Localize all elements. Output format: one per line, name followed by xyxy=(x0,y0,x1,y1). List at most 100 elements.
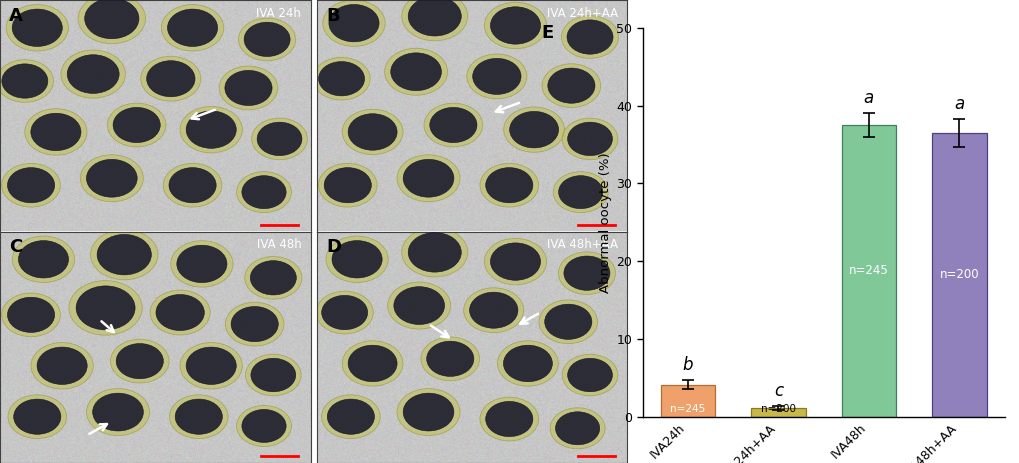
Circle shape xyxy=(78,0,146,44)
Bar xyxy=(750,408,805,417)
Circle shape xyxy=(408,232,461,272)
Circle shape xyxy=(347,114,396,150)
Circle shape xyxy=(408,0,461,36)
Circle shape xyxy=(242,409,286,443)
Circle shape xyxy=(12,9,62,46)
Circle shape xyxy=(561,118,618,160)
Circle shape xyxy=(113,107,160,143)
Text: IVA 48h+AA: IVA 48h+AA xyxy=(546,238,618,251)
Circle shape xyxy=(87,159,137,197)
Circle shape xyxy=(538,300,597,344)
Circle shape xyxy=(257,122,302,156)
Circle shape xyxy=(69,281,142,335)
Circle shape xyxy=(0,60,53,102)
Circle shape xyxy=(242,175,286,209)
Text: a: a xyxy=(863,89,873,107)
Text: n=245: n=245 xyxy=(669,404,705,414)
Circle shape xyxy=(558,175,602,209)
Circle shape xyxy=(175,399,222,434)
Circle shape xyxy=(403,393,453,431)
Circle shape xyxy=(110,339,169,383)
Circle shape xyxy=(464,288,524,332)
Text: n=200: n=200 xyxy=(760,404,795,414)
Circle shape xyxy=(219,66,277,110)
Circle shape xyxy=(150,290,210,335)
Circle shape xyxy=(224,70,272,106)
Circle shape xyxy=(384,48,447,95)
Circle shape xyxy=(85,0,139,39)
Circle shape xyxy=(426,341,474,376)
Circle shape xyxy=(76,286,135,330)
Circle shape xyxy=(347,345,396,382)
Circle shape xyxy=(2,64,48,98)
Circle shape xyxy=(503,107,564,152)
Circle shape xyxy=(480,397,538,441)
Circle shape xyxy=(341,341,403,386)
Circle shape xyxy=(7,168,55,203)
Circle shape xyxy=(87,388,150,436)
Circle shape xyxy=(141,56,201,101)
Circle shape xyxy=(485,401,532,437)
Circle shape xyxy=(341,109,403,155)
Circle shape xyxy=(401,0,468,41)
Circle shape xyxy=(326,236,388,282)
Circle shape xyxy=(163,163,222,207)
Circle shape xyxy=(503,345,552,382)
Circle shape xyxy=(313,57,370,100)
Circle shape xyxy=(93,393,144,431)
Y-axis label: Abnormal oocyte (%): Abnormal oocyte (%) xyxy=(598,152,611,293)
Circle shape xyxy=(81,155,144,202)
Text: IVA 24h: IVA 24h xyxy=(256,7,301,20)
Circle shape xyxy=(549,408,604,449)
Text: b: b xyxy=(682,356,693,374)
Circle shape xyxy=(250,261,297,295)
Circle shape xyxy=(429,107,477,143)
Circle shape xyxy=(31,113,81,150)
Circle shape xyxy=(497,341,557,386)
Circle shape xyxy=(321,295,367,330)
Circle shape xyxy=(156,294,204,331)
Circle shape xyxy=(8,395,66,438)
Circle shape xyxy=(6,5,68,51)
Circle shape xyxy=(170,241,232,287)
Text: IVA 48h: IVA 48h xyxy=(256,238,301,251)
Circle shape xyxy=(13,399,61,434)
Circle shape xyxy=(244,22,289,56)
Bar xyxy=(841,125,896,417)
Circle shape xyxy=(169,168,216,203)
Circle shape xyxy=(185,111,236,148)
Circle shape xyxy=(7,297,55,332)
Circle shape xyxy=(484,238,546,285)
Circle shape xyxy=(245,257,302,299)
Circle shape xyxy=(318,62,364,96)
Circle shape xyxy=(490,7,540,44)
Circle shape xyxy=(97,234,151,275)
Circle shape xyxy=(396,155,460,202)
Circle shape xyxy=(180,343,243,389)
Circle shape xyxy=(331,241,382,278)
Circle shape xyxy=(421,337,479,381)
Text: E: E xyxy=(541,24,553,42)
Circle shape xyxy=(176,245,227,282)
Circle shape xyxy=(225,302,283,346)
Text: n=245: n=245 xyxy=(848,264,888,277)
Text: IVA 24h+AA: IVA 24h+AA xyxy=(546,7,618,20)
Circle shape xyxy=(322,0,385,46)
Text: C: C xyxy=(9,238,22,257)
Circle shape xyxy=(510,112,558,148)
Circle shape xyxy=(484,2,546,49)
Circle shape xyxy=(252,118,307,160)
Circle shape xyxy=(180,106,243,153)
Circle shape xyxy=(480,163,538,207)
Circle shape xyxy=(321,395,380,438)
Circle shape xyxy=(387,282,450,329)
Circle shape xyxy=(2,293,60,337)
Text: c: c xyxy=(773,382,783,400)
Circle shape xyxy=(37,347,87,384)
Circle shape xyxy=(116,344,163,379)
Bar xyxy=(931,133,985,417)
Circle shape xyxy=(236,406,291,446)
Circle shape xyxy=(161,5,223,51)
Circle shape xyxy=(401,228,468,277)
Circle shape xyxy=(169,395,228,438)
